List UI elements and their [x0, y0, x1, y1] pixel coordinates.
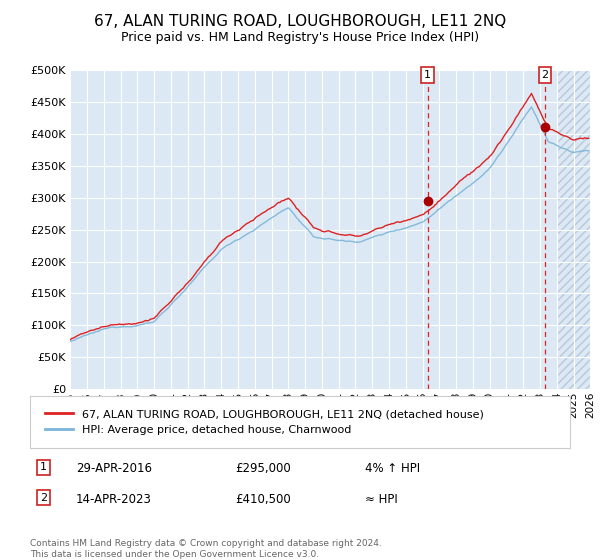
Text: £295,000: £295,000 — [235, 463, 291, 475]
Text: 14-APR-2023: 14-APR-2023 — [76, 493, 152, 506]
Text: 29-APR-2016: 29-APR-2016 — [76, 463, 152, 475]
Text: ≈ HPI: ≈ HPI — [365, 493, 398, 506]
Text: 1: 1 — [424, 70, 431, 80]
Text: Price paid vs. HM Land Registry's House Price Index (HPI): Price paid vs. HM Land Registry's House … — [121, 31, 479, 44]
Legend: 67, ALAN TURING ROAD, LOUGHBOROUGH, LE11 2NQ (detached house), HPI: Average pric: 67, ALAN TURING ROAD, LOUGHBOROUGH, LE11… — [41, 405, 488, 440]
Text: 67, ALAN TURING ROAD, LOUGHBOROUGH, LE11 2NQ: 67, ALAN TURING ROAD, LOUGHBOROUGH, LE11… — [94, 14, 506, 29]
Text: 2: 2 — [40, 493, 47, 503]
Text: Contains HM Land Registry data © Crown copyright and database right 2024.
This d: Contains HM Land Registry data © Crown c… — [30, 539, 382, 559]
Text: 1: 1 — [40, 463, 47, 473]
Text: 4% ↑ HPI: 4% ↑ HPI — [365, 463, 420, 475]
Text: 2: 2 — [542, 70, 548, 80]
Text: £410,500: £410,500 — [235, 493, 291, 506]
